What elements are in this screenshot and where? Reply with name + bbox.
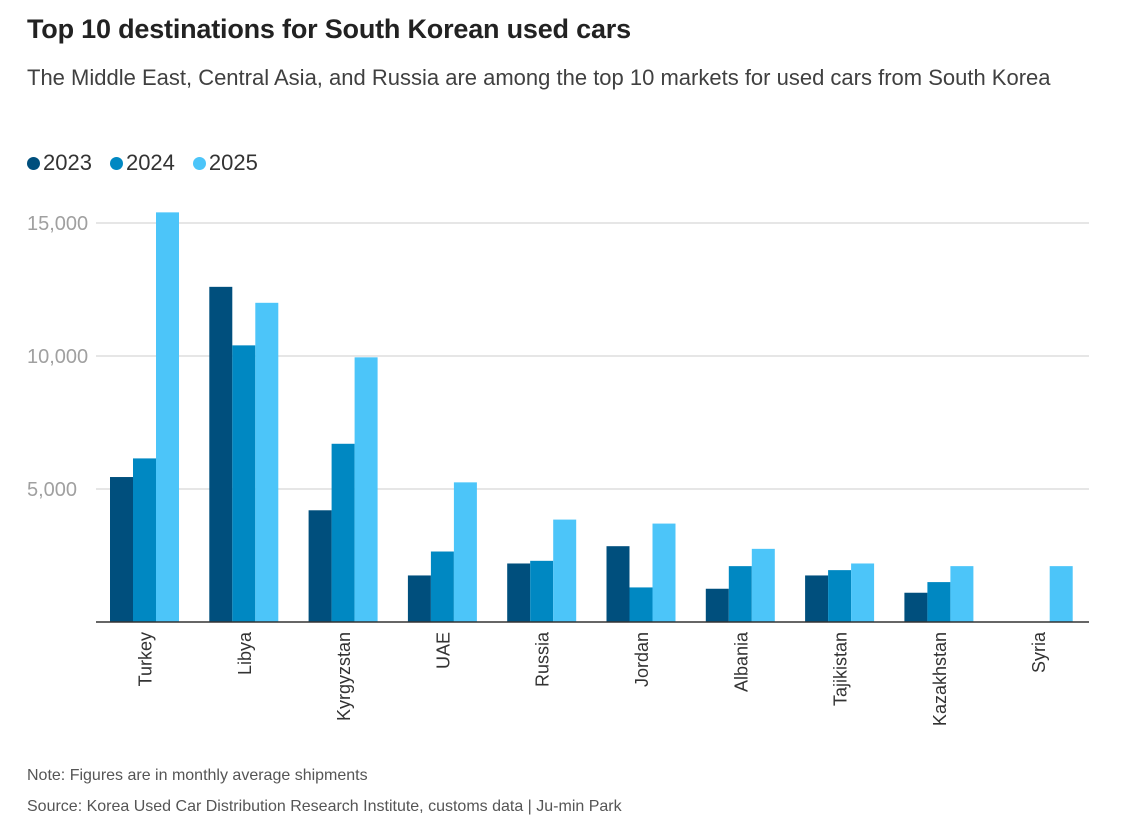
bar-2025-russia bbox=[553, 519, 577, 622]
x-tick-label: Kyrgyzstan bbox=[334, 632, 354, 721]
legend-label-2024: 2024 bbox=[125, 150, 175, 175]
chart-subtitle: The Middle East, Central Asia, and Russi… bbox=[27, 65, 1051, 90]
bar-2025-kazakhstan bbox=[950, 566, 974, 622]
x-tick-label: UAE bbox=[433, 632, 453, 669]
y-tick-label: 5,000 bbox=[27, 479, 77, 501]
bar-2023-jordan bbox=[606, 546, 630, 622]
legend-item-2025: 2025 bbox=[192, 150, 258, 176]
x-tick-label: Russia bbox=[533, 631, 553, 687]
bars bbox=[110, 212, 1073, 623]
footnote: Note: Figures are in monthly average shi… bbox=[27, 767, 368, 784]
bar-2024-albania bbox=[728, 566, 752, 622]
bar-2025-kyrgyzstan bbox=[354, 357, 378, 622]
y-tick-label: 10,000 bbox=[27, 346, 88, 368]
legend-swatch-2024 bbox=[109, 156, 123, 170]
bar-2023-turkey bbox=[110, 477, 133, 622]
x-tick-label: Turkey bbox=[136, 632, 156, 686]
y-tick-label: 15,000 bbox=[27, 213, 88, 235]
bar-2023-albania bbox=[705, 588, 729, 622]
bar-2023-tajikistan bbox=[805, 575, 829, 622]
bar-2024-tajikistan bbox=[828, 570, 852, 622]
chart-legend: 2023 2024 2025 bbox=[27, 150, 276, 176]
bar-2025-jordan bbox=[652, 523, 676, 622]
bar-2025-albania bbox=[751, 548, 775, 622]
legend-item-2024: 2024 bbox=[109, 150, 175, 176]
bar-2024-kazakhstan bbox=[927, 582, 951, 622]
legend-item-2023: 2023 bbox=[27, 150, 92, 176]
x-tick-label: Libya bbox=[235, 631, 255, 675]
bar-2024-libya bbox=[232, 345, 256, 622]
bar-2023-libya bbox=[209, 286, 233, 622]
chart-title: Top 10 destinations for South Korean use… bbox=[27, 14, 631, 44]
x-tick-label: Syria bbox=[1029, 631, 1049, 673]
bar-2025-tajikistan bbox=[851, 563, 875, 622]
x-tick-label: Jordan bbox=[632, 632, 652, 687]
x-tick-label: Albania bbox=[731, 631, 751, 692]
bar-2025-libya bbox=[255, 302, 279, 622]
x-tick-labels: Turkey Libya Kyrgyzstan UAE Russia Jordan Alba… bbox=[136, 631, 1050, 726]
bar-2025-turkey bbox=[156, 212, 179, 623]
bar-chart: 5,000 10,000 15,000 Turkey Libya Kyrgyzstan U… bbox=[27, 212, 1089, 726]
y-tick-labels: 5,000 10,000 15,000 bbox=[27, 213, 88, 501]
bar-2024-turkey bbox=[133, 458, 156, 622]
bar-2024-kyrgyzstan bbox=[331, 443, 355, 622]
bar-2023-kazakhstan bbox=[904, 592, 928, 622]
bar-2024-jordan bbox=[629, 587, 653, 622]
bar-2025-syria bbox=[1049, 566, 1073, 622]
bar-2024-russia bbox=[530, 560, 554, 622]
source-credit: Source: Korea Used Car Distribution Rese… bbox=[27, 798, 622, 815]
bar-2024-uae bbox=[430, 551, 454, 622]
legend-swatch-2025 bbox=[192, 156, 206, 170]
bar-2023-kyrgyzstan bbox=[308, 510, 332, 622]
legend-label-2023: 2023 bbox=[43, 150, 92, 175]
legend-swatch-2023 bbox=[27, 156, 40, 170]
x-tick-label: Tajikistan bbox=[831, 632, 851, 706]
bar-2023-russia bbox=[507, 563, 531, 622]
bar-2023-uae bbox=[407, 575, 431, 622]
legend-label-2025: 2025 bbox=[208, 150, 258, 175]
x-tick-label: Kazakhstan bbox=[930, 632, 950, 726]
bar-2025-uae bbox=[453, 482, 477, 622]
